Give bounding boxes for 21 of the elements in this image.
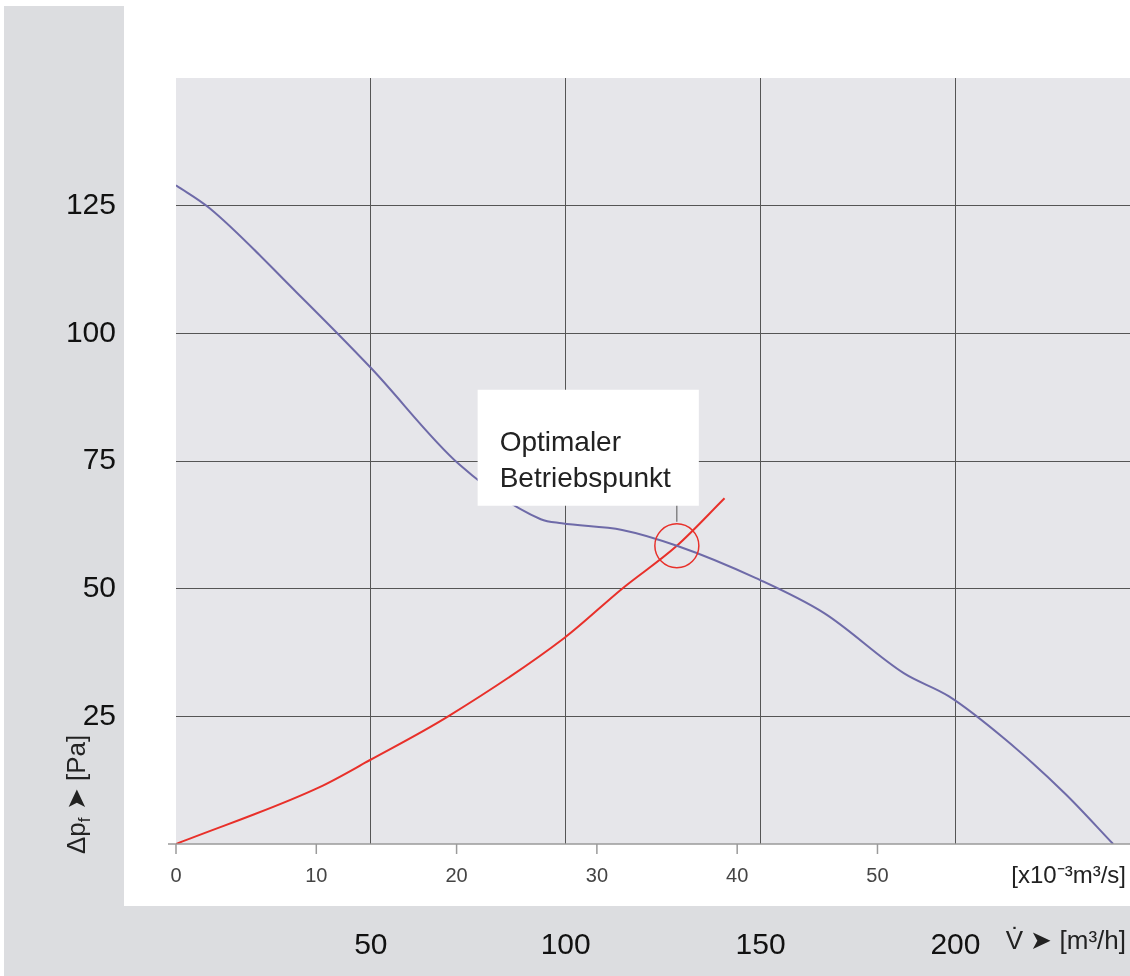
x2-tick-label: 200 bbox=[930, 927, 981, 961]
annotation: Optimaler Betriebspunkt bbox=[499, 426, 672, 494]
x-tick-label: 10 bbox=[305, 863, 328, 886]
y-axis-title: Δpf ➤ [Pa] bbox=[61, 734, 95, 854]
x-tick-label: 0 bbox=[170, 863, 182, 886]
x-tick-label: 40 bbox=[726, 863, 749, 886]
line-series bbox=[176, 497, 726, 844]
y-tick-label: 50 bbox=[82, 569, 116, 603]
y-tick-label: 75 bbox=[82, 442, 116, 476]
y-tick-label: 25 bbox=[82, 697, 116, 731]
line-series bbox=[176, 184, 1115, 844]
x2-tick-label: 50 bbox=[354, 927, 388, 961]
y-tick-label: 125 bbox=[65, 186, 116, 220]
x-tick-label: 50 bbox=[866, 863, 889, 886]
x-axis-title: [x10⁻³m³/s] bbox=[1011, 860, 1126, 888]
x-tick-label: 20 bbox=[445, 863, 468, 886]
x2-axis-title: V̇ ➤ [m³/h] bbox=[1005, 925, 1126, 956]
x-tick-label: 30 bbox=[585, 863, 609, 886]
y-tick-label: 100 bbox=[65, 314, 116, 348]
x2-tick-label: 150 bbox=[735, 927, 786, 961]
x2-tick-label: 100 bbox=[540, 927, 591, 961]
